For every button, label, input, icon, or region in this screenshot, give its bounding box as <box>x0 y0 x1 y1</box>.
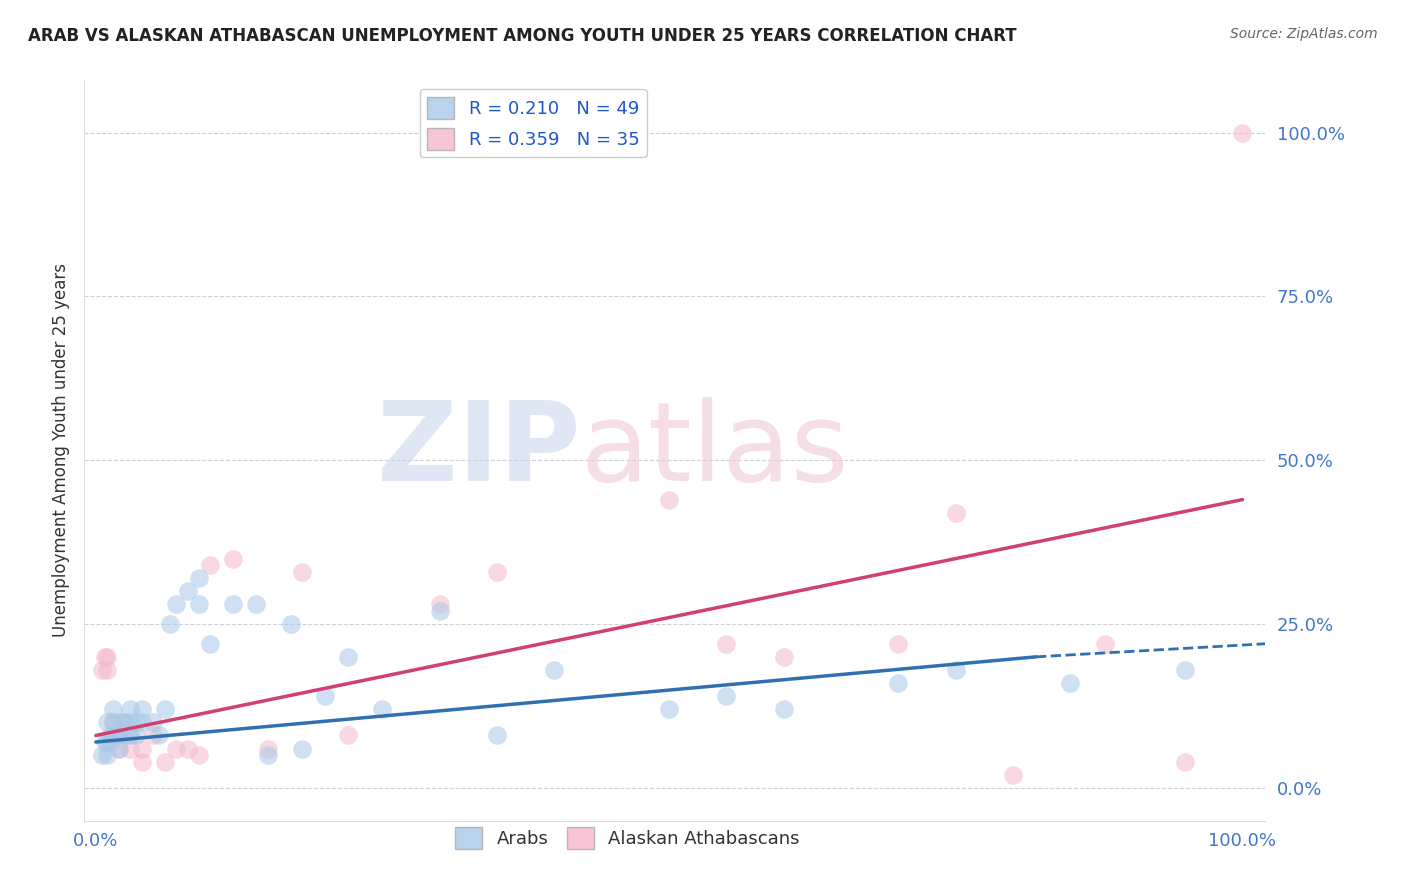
Point <box>142 729 165 743</box>
Point <box>486 565 509 579</box>
Point <box>96 663 118 677</box>
Point <box>543 663 565 677</box>
Point <box>222 551 245 566</box>
Point <box>429 598 451 612</box>
Point <box>131 755 153 769</box>
Point <box>887 637 910 651</box>
Point <box>1174 755 1197 769</box>
Point <box>337 649 360 664</box>
Point <box>772 649 794 664</box>
Point <box>200 637 222 651</box>
Point <box>176 584 198 599</box>
Point <box>188 571 211 585</box>
Point <box>658 492 681 507</box>
Legend: Arabs, Alaskan Athabascans: Arabs, Alaskan Athabascans <box>449 820 807 856</box>
Point <box>131 715 153 730</box>
Point <box>114 715 136 730</box>
Point <box>125 715 148 730</box>
Point <box>314 689 336 703</box>
Y-axis label: Unemployment Among Youth under 25 years: Unemployment Among Youth under 25 years <box>52 263 70 638</box>
Text: ZIP: ZIP <box>377 397 581 504</box>
Point <box>125 729 148 743</box>
Point <box>114 715 136 730</box>
Point <box>371 702 394 716</box>
Point <box>159 617 181 632</box>
Point <box>107 741 129 756</box>
Point <box>165 741 187 756</box>
Point <box>107 729 129 743</box>
Point <box>222 598 245 612</box>
Point <box>90 748 112 763</box>
Point <box>142 715 165 730</box>
Point <box>176 741 198 756</box>
Point <box>96 649 118 664</box>
Point <box>245 598 267 612</box>
Point <box>772 702 794 716</box>
Point <box>90 663 112 677</box>
Point <box>114 729 136 743</box>
Point <box>658 702 681 716</box>
Point <box>101 715 124 730</box>
Point <box>1002 768 1025 782</box>
Point <box>887 676 910 690</box>
Point <box>1059 676 1081 690</box>
Point <box>96 748 118 763</box>
Point <box>1232 126 1254 140</box>
Point <box>1094 637 1116 651</box>
Point <box>200 558 222 573</box>
Text: Source: ZipAtlas.com: Source: ZipAtlas.com <box>1230 27 1378 41</box>
Point <box>107 741 129 756</box>
Point <box>107 729 129 743</box>
Point <box>716 689 738 703</box>
Point <box>291 741 314 756</box>
Point <box>153 755 176 769</box>
Point <box>131 702 153 716</box>
Point <box>153 702 176 716</box>
Point <box>486 729 509 743</box>
Point <box>120 702 142 716</box>
Point <box>101 715 124 730</box>
Point <box>101 702 124 716</box>
Point <box>165 598 187 612</box>
Text: ARAB VS ALASKAN ATHABASCAN UNEMPLOYMENT AMONG YOUTH UNDER 25 YEARS CORRELATION C: ARAB VS ALASKAN ATHABASCAN UNEMPLOYMENT … <box>28 27 1017 45</box>
Point <box>337 729 360 743</box>
Point <box>256 748 278 763</box>
Point <box>98 735 121 749</box>
Point <box>110 715 132 730</box>
Point <box>101 729 124 743</box>
Point <box>256 741 278 756</box>
Text: atlas: atlas <box>581 397 849 504</box>
Point <box>429 604 451 618</box>
Point <box>148 729 170 743</box>
Point <box>105 729 128 743</box>
Point <box>120 715 142 730</box>
Point <box>280 617 302 632</box>
Point <box>94 735 117 749</box>
Point <box>96 735 118 749</box>
Point <box>120 729 142 743</box>
Point <box>101 729 124 743</box>
Point <box>945 663 967 677</box>
Point <box>120 729 142 743</box>
Point <box>188 748 211 763</box>
Point <box>188 598 211 612</box>
Point <box>96 715 118 730</box>
Point <box>1174 663 1197 677</box>
Point <box>120 741 142 756</box>
Point <box>94 649 117 664</box>
Point <box>945 506 967 520</box>
Point <box>716 637 738 651</box>
Point <box>98 729 121 743</box>
Point <box>291 565 314 579</box>
Point <box>131 741 153 756</box>
